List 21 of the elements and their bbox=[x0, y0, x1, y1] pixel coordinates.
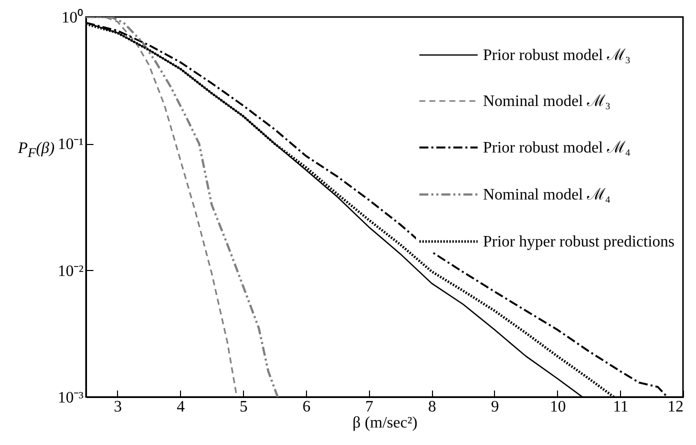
x-tick-label: 5 bbox=[240, 398, 248, 416]
legend-label: Prior robust model ℳ₄ bbox=[483, 140, 631, 156]
x-tick-label: 9 bbox=[490, 398, 499, 416]
y-tick-label: 10⁻³ bbox=[58, 390, 84, 406]
x-tick-label: 8 bbox=[428, 398, 436, 416]
legend-label: Nominal model ℳ₃ bbox=[483, 93, 611, 110]
x-tick-label: 4 bbox=[176, 398, 185, 416]
x-tick-label: 7 bbox=[365, 398, 374, 416]
x-tick-label: 11 bbox=[612, 398, 628, 416]
y-tick-label: 10⁰ bbox=[62, 8, 84, 26]
x-tick-label: 6 bbox=[302, 398, 310, 416]
legend-label: Prior robust model ℳ₃ bbox=[483, 47, 631, 64]
y-tick-label: 10⁻¹ bbox=[58, 136, 84, 154]
x-tick-label: 12 bbox=[668, 398, 684, 416]
legend-label: Prior hyper robust predictions bbox=[483, 234, 675, 250]
x-axis-title: β (m/sec²) bbox=[352, 414, 418, 432]
x-tick-label: 10 bbox=[550, 398, 566, 416]
x-tick-label: 3 bbox=[114, 398, 122, 416]
y-axis-title: P$_{F}$(β) bbox=[18, 140, 55, 162]
y-tick-label: 10⁻² bbox=[58, 262, 84, 280]
legend-label: Nominal model ℳ₄ bbox=[483, 186, 611, 204]
